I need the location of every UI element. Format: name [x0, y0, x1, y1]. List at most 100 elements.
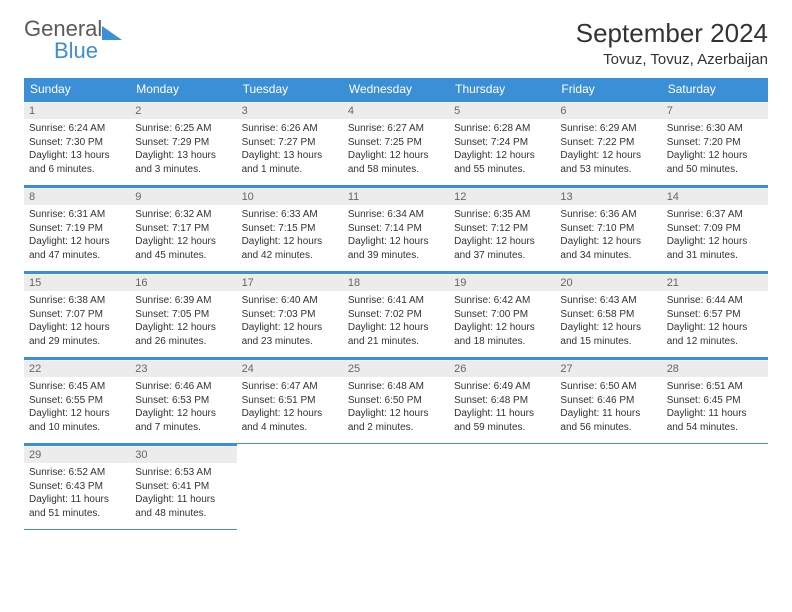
day-sunset: Sunset: 7:03 PM [242, 308, 338, 322]
day-sunset: Sunset: 6:50 PM [348, 394, 444, 408]
calendar-day-cell: 9Sunrise: 6:32 AMSunset: 7:17 PMDaylight… [130, 186, 236, 272]
day-daylight: Daylight: 12 hours and 42 minutes. [242, 235, 338, 262]
calendar-day-cell [343, 444, 449, 530]
day-number: 7 [662, 102, 768, 119]
calendar-day-cell: 15Sunrise: 6:38 AMSunset: 7:07 PMDayligh… [24, 272, 130, 358]
day-daylight: Daylight: 12 hours and 10 minutes. [29, 407, 125, 434]
day-sunset: Sunset: 6:53 PM [135, 394, 231, 408]
day-daylight: Daylight: 11 hours and 59 minutes. [454, 407, 550, 434]
day-number: 2 [130, 102, 236, 119]
day-sunrise: Sunrise: 6:33 AM [242, 208, 338, 222]
day-sunrise: Sunrise: 6:28 AM [454, 122, 550, 136]
day-daylight: Daylight: 12 hours and 4 minutes. [242, 407, 338, 434]
day-daylight: Daylight: 12 hours and 29 minutes. [29, 321, 125, 348]
day-sunrise: Sunrise: 6:43 AM [560, 294, 656, 308]
day-sunset: Sunset: 7:27 PM [242, 136, 338, 150]
day-sunrise: Sunrise: 6:34 AM [348, 208, 444, 222]
calendar-week-row: 22Sunrise: 6:45 AMSunset: 6:55 PMDayligh… [24, 358, 768, 444]
day-sunset: Sunset: 6:57 PM [667, 308, 763, 322]
day-number: 26 [449, 360, 555, 377]
day-daylight: Daylight: 12 hours and 37 minutes. [454, 235, 550, 262]
day-number: 28 [662, 360, 768, 377]
day-number: 15 [24, 274, 130, 291]
day-sunset: Sunset: 7:09 PM [667, 222, 763, 236]
calendar-day-cell: 26Sunrise: 6:49 AMSunset: 6:48 PMDayligh… [449, 358, 555, 444]
day-number: 25 [343, 360, 449, 377]
day-daylight: Daylight: 12 hours and 47 minutes. [29, 235, 125, 262]
calendar-day-cell: 28 Sunrise: 6:51 AMSunset: 6:45 PMDayligh… [662, 358, 768, 444]
day-sunrise: Sunrise: 6:38 AM [29, 294, 125, 308]
calendar-day-cell: 17Sunrise: 6:40 AMSunset: 7:03 PMDayligh… [237, 272, 343, 358]
day-number: 18 [343, 274, 449, 291]
calendar-day-cell: 25Sunrise: 6:48 AMSunset: 6:50 PMDayligh… [343, 358, 449, 444]
day-number: 14 [662, 188, 768, 205]
calendar-day-cell: 7Sunrise: 6:30 AMSunset: 7:20 PMDaylight… [662, 100, 768, 186]
day-number: 5 [449, 102, 555, 119]
day-daylight: Daylight: 12 hours and 39 minutes. [348, 235, 444, 262]
day-sunrise: Sunrise: 6:53 AM [135, 466, 231, 480]
day-daylight: Daylight: 12 hours and 7 minutes. [135, 407, 231, 434]
day-sunrise: Sunrise: 6:30 AM [667, 122, 763, 136]
day-sunrise: Sunrise: 6:46 AM [135, 380, 231, 394]
day-number: 24 [237, 360, 343, 377]
calendar-day-cell: 22Sunrise: 6:45 AMSunset: 6:55 PMDayligh… [24, 358, 130, 444]
day-sunset: Sunset: 7:22 PM [560, 136, 656, 150]
calendar-day-cell: 6Sunrise: 6:29 AMSunset: 7:22 PMDaylight… [555, 100, 661, 186]
day-sunset: Sunset: 7:15 PM [242, 222, 338, 236]
dayhead-thursday: Thursday [449, 78, 555, 100]
calendar-table: Sunday Monday Tuesday Wednesday Thursday… [24, 78, 768, 530]
day-sunset: Sunset: 7:14 PM [348, 222, 444, 236]
day-sunset: Sunset: 7:20 PM [667, 136, 763, 150]
day-daylight: Daylight: 11 hours and 48 minutes. [135, 493, 231, 520]
day-daylight: Daylight: 12 hours and 55 minutes. [454, 149, 550, 176]
logo-triangle-icon [102, 26, 122, 40]
day-sunset: Sunset: 7:05 PM [135, 308, 231, 322]
calendar-day-cell: 19Sunrise: 6:42 AMSunset: 7:00 PMDayligh… [449, 272, 555, 358]
day-sunset: Sunset: 7:19 PM [29, 222, 125, 236]
day-sunrise: Sunrise: 6:39 AM [135, 294, 231, 308]
day-number: 27 [555, 360, 661, 377]
day-sunrise: Sunrise: 6:26 AM [242, 122, 338, 136]
day-daylight: Daylight: 11 hours and 54 minutes. [667, 407, 763, 434]
day-number: 4 [343, 102, 449, 119]
calendar-day-cell [555, 444, 661, 530]
day-sunrise: Sunrise: 6:37 AM [667, 208, 763, 222]
calendar-day-cell: 12Sunrise: 6:35 AMSunset: 7:12 PMDayligh… [449, 186, 555, 272]
day-number: 16 [130, 274, 236, 291]
day-number: 29 [24, 446, 130, 463]
day-sunset: Sunset: 7:02 PM [348, 308, 444, 322]
calendar-body: 1Sunrise: 6:24 AMSunset: 7:30 PMDaylight… [24, 100, 768, 530]
day-number: 13 [555, 188, 661, 205]
day-sunrise: Sunrise: 6:27 AM [348, 122, 444, 136]
month-title: September 2024 [576, 18, 768, 49]
day-number: 3 [237, 102, 343, 119]
location: Tovuz, Tovuz, Azerbaijan [576, 51, 768, 68]
day-sunset: Sunset: 7:25 PM [348, 136, 444, 150]
calendar-week-row: 1Sunrise: 6:24 AMSunset: 7:30 PMDaylight… [24, 100, 768, 186]
day-sunrise: Sunrise: 6:35 AM [454, 208, 550, 222]
day-sunset: Sunset: 6:45 PM [667, 394, 763, 408]
logo-text-blue: Blue [54, 40, 98, 62]
calendar-week-row: 15Sunrise: 6:38 AMSunset: 7:07 PMDayligh… [24, 272, 768, 358]
day-sunset: Sunset: 6:43 PM [29, 480, 125, 494]
calendar-week-row: 29Sunrise: 6:52 AMSunset: 6:43 PMDayligh… [24, 444, 768, 530]
day-sunrise: Sunrise: 6:44 AM [667, 294, 763, 308]
calendar-day-cell: 3Sunrise: 6:26 AMSunset: 7:27 PMDaylight… [237, 100, 343, 186]
day-number: 9 [130, 188, 236, 205]
day-sunset: Sunset: 7:00 PM [454, 308, 550, 322]
day-daylight: Daylight: 12 hours and 23 minutes. [242, 321, 338, 348]
dayhead-tuesday: Tuesday [237, 78, 343, 100]
calendar-day-cell: 5Sunrise: 6:28 AMSunset: 7:24 PMDaylight… [449, 100, 555, 186]
day-sunrise: Sunrise: 6:29 AM [560, 122, 656, 136]
calendar-day-cell: 14Sunrise: 6:37 AMSunset: 7:09 PMDayligh… [662, 186, 768, 272]
day-number: 11 [343, 188, 449, 205]
dayhead-monday: Monday [130, 78, 236, 100]
day-sunrise: Sunrise: 6:51 AM [667, 380, 763, 394]
dayhead-sunday: Sunday [24, 78, 130, 100]
day-number: 23 [130, 360, 236, 377]
day-number: 10 [237, 188, 343, 205]
day-sunrise: Sunrise: 6:25 AM [135, 122, 231, 136]
calendar-day-cell: 18Sunrise: 6:41 AMSunset: 7:02 PMDayligh… [343, 272, 449, 358]
day-daylight: Daylight: 12 hours and 15 minutes. [560, 321, 656, 348]
day-daylight: Daylight: 12 hours and 45 minutes. [135, 235, 231, 262]
